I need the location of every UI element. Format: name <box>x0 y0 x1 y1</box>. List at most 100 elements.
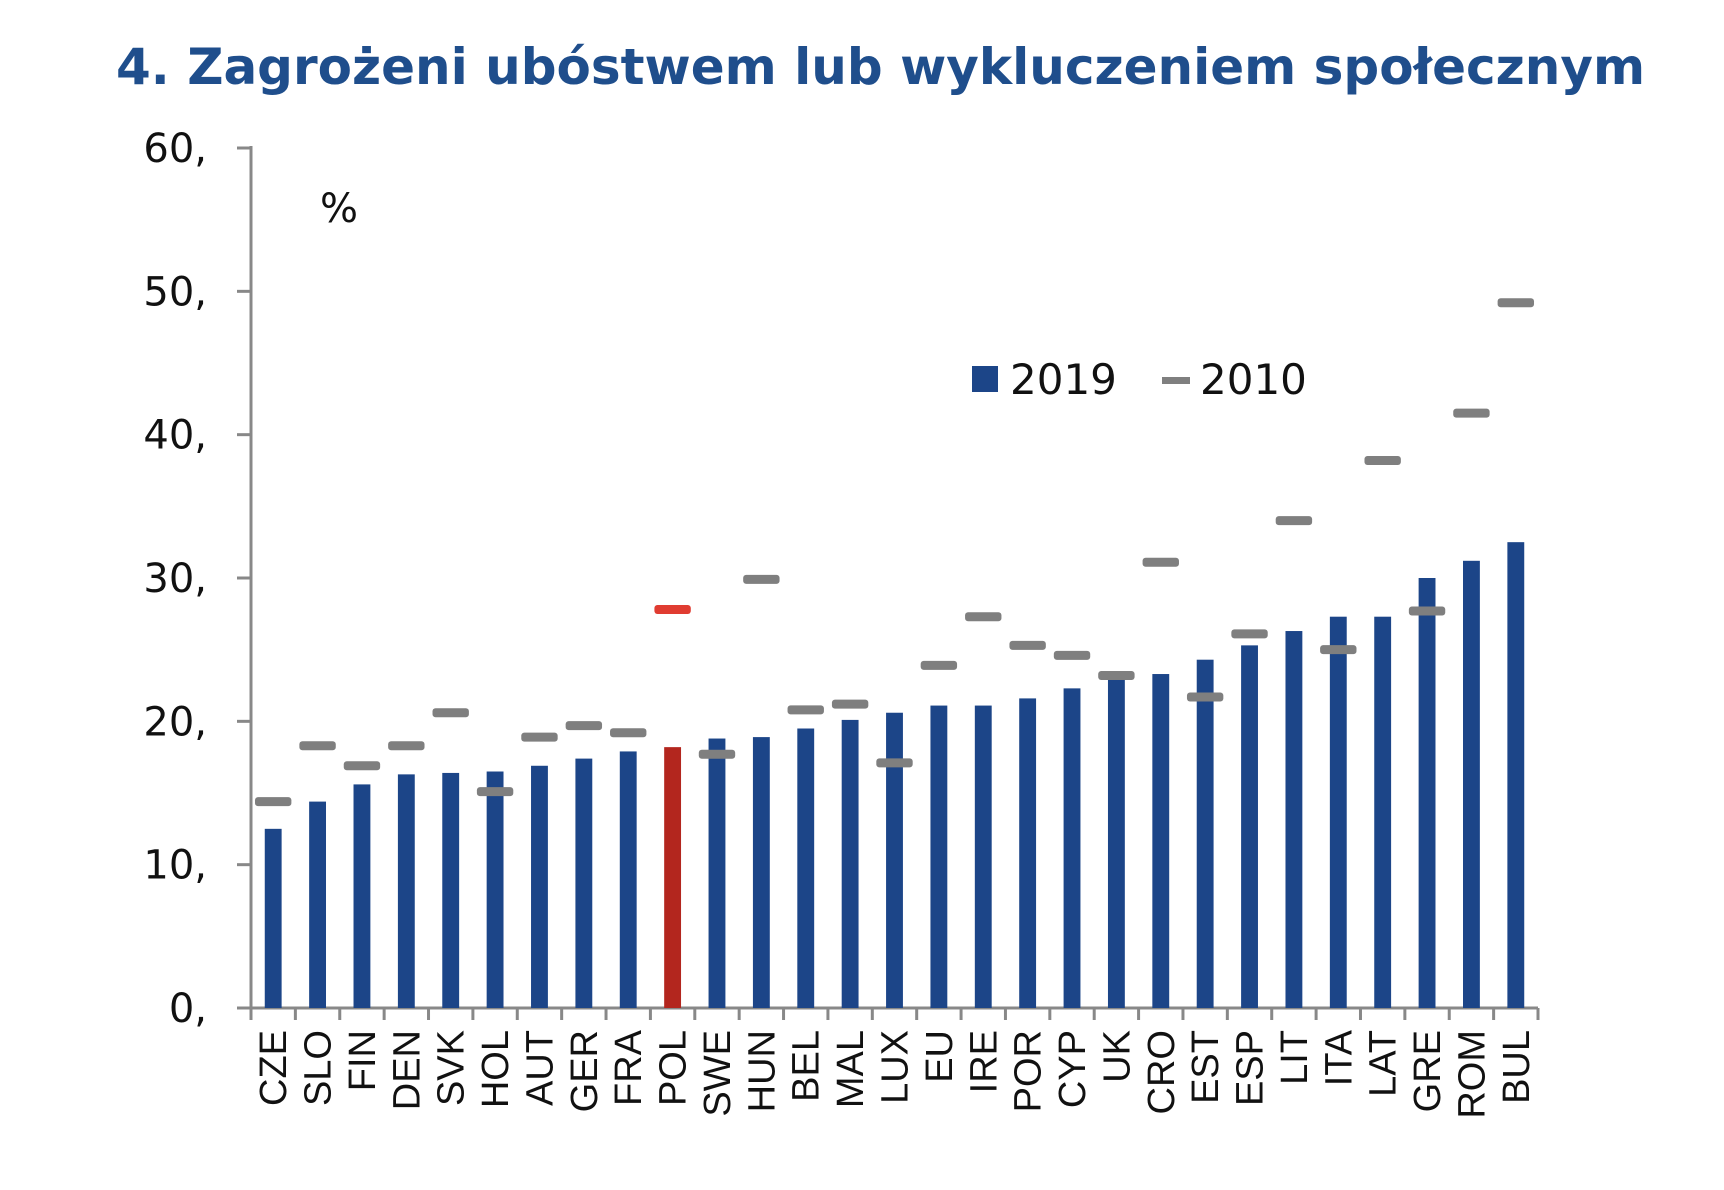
category-label-gre: GRE <box>1407 1030 1449 1112</box>
marker-2010-esp <box>1231 629 1268 639</box>
bar-2019-swe <box>708 738 726 1008</box>
category-label-cro: CRO <box>1141 1030 1183 1114</box>
marker-2010-cro <box>1142 557 1179 567</box>
category-label-por: POR <box>1008 1030 1050 1112</box>
bar-2019-lit <box>1285 631 1303 1008</box>
marker-2010-mal <box>831 699 869 709</box>
marker-2010-uk <box>1098 670 1135 680</box>
category-label-ita: ITA <box>1318 1029 1360 1086</box>
category-label-ger: GER <box>564 1030 606 1112</box>
marker-2010-ita <box>1320 645 1357 655</box>
marker-2010-cze <box>254 797 292 807</box>
bar-2019-ire <box>974 705 992 1008</box>
marker-2010-den <box>388 741 425 751</box>
marker-2010-aut <box>521 732 558 742</box>
chart-title: 4. Zagrożeni ubóstwem lub wykluczeniem s… <box>116 38 1646 96</box>
bar-2019-lux <box>886 712 903 1008</box>
axes: 0, 10, 20, 30, 40, 50, 60, <box>143 126 1540 1032</box>
bar-2019-gre <box>1418 578 1436 1008</box>
unit-label: % <box>320 186 358 232</box>
marker-2010-hol <box>476 787 514 797</box>
category-label-swe: SWE <box>697 1030 739 1117</box>
marker-2010-bul <box>1497 298 1535 308</box>
marker-2010-lat <box>1364 455 1401 465</box>
bar-2019-cze <box>264 828 282 1008</box>
marker-2010-gre <box>1408 606 1446 616</box>
category-label-esp: ESP <box>1230 1030 1272 1106</box>
y-tick-label: 50, <box>143 269 207 315</box>
markers-2010 <box>254 298 1535 807</box>
bar-2019-cro <box>1152 674 1170 1008</box>
marker-2010-est <box>1186 692 1224 702</box>
y-tick-label: 60, <box>143 126 207 172</box>
category-label-bel: BEL <box>786 1030 828 1102</box>
bar-2019-eu <box>930 705 948 1008</box>
legend-label-2010: 2010 <box>1200 355 1307 404</box>
bar-2019-lat <box>1374 616 1392 1008</box>
category-label-rom: ROM <box>1451 1030 1493 1119</box>
category-label-den: DEN <box>386 1030 428 1110</box>
bar-2019-slo <box>309 801 327 1008</box>
y-tick-label: 40, <box>143 413 207 459</box>
bar-2019-hun <box>752 737 770 1008</box>
marker-2010-fin <box>343 761 381 771</box>
marker-2010-bel <box>787 705 824 715</box>
category-label-lat: LAT <box>1363 1030 1405 1097</box>
bar-2019-den <box>397 774 415 1008</box>
category-label-bul: BUL <box>1496 1030 1538 1104</box>
legend-label-2019: 2019 <box>1010 355 1117 404</box>
category-label-svk: SVK <box>431 1030 473 1106</box>
marker-2010-cyp <box>1053 650 1091 660</box>
y-tick-label: 30, <box>143 556 207 602</box>
y-tick-label: 0, <box>169 986 207 1032</box>
category-labels: CZE SLO FIN DEN SVK HOL AUT GER FRA POL SWE HUN BEL M… <box>253 1029 1538 1118</box>
bar-2019-est <box>1196 659 1214 1008</box>
category-label-fin: FIN <box>342 1030 384 1091</box>
bar-2019-mal <box>841 719 859 1008</box>
bar-2019-fra <box>619 751 637 1008</box>
marker-2010-pol <box>654 605 691 615</box>
bar-2019-esp <box>1241 645 1258 1008</box>
bar-2019-por <box>1019 698 1037 1008</box>
category-label-cze: CZE <box>253 1030 295 1106</box>
marker-2010-ire <box>965 612 1002 622</box>
y-tick-label: 10, <box>143 843 207 889</box>
category-label-hun: HUN <box>741 1030 783 1112</box>
bar-2019-aut <box>531 765 548 1008</box>
marker-2010-svk <box>432 708 469 718</box>
marker-2010-fra <box>610 728 647 738</box>
bar-2019-svk <box>442 772 460 1008</box>
y-tick-label: 20, <box>143 699 207 745</box>
bar-2019-cyp <box>1063 688 1081 1008</box>
category-label-cyp: CYP <box>1052 1030 1094 1108</box>
bar-2019-bul <box>1507 542 1525 1008</box>
category-label-pol: POL <box>653 1030 695 1106</box>
category-label-eu: EU <box>919 1030 961 1083</box>
marker-2010-eu <box>920 660 958 670</box>
bar-2019-uk <box>1107 675 1125 1008</box>
marker-2010-swe <box>698 749 736 759</box>
bar-2019-rom <box>1462 560 1480 1008</box>
category-label-fra: FRA <box>608 1029 650 1106</box>
marker-2010-lit <box>1275 516 1313 526</box>
bars-2019 <box>264 542 1525 1008</box>
marker-2010-lux <box>876 758 913 768</box>
category-label-est: EST <box>1185 1030 1227 1104</box>
marker-2010-ger <box>565 721 603 731</box>
bar-2019-ita <box>1329 616 1347 1008</box>
marker-2010-por <box>1009 640 1046 650</box>
bar-2019-pol <box>664 747 682 1008</box>
legend-swatch-2019 <box>972 366 998 392</box>
category-label-ire: IRE <box>963 1030 1005 1093</box>
marker-2010-rom <box>1453 408 1490 418</box>
bar-2019-hol <box>486 771 504 1008</box>
legend-swatch-2010 <box>1162 377 1190 384</box>
category-label-hol: HOL <box>475 1030 517 1108</box>
bar-2019-fin <box>353 784 371 1008</box>
bar-2019-ger <box>575 758 593 1008</box>
bar-2019-bel <box>797 728 815 1008</box>
category-label-aut: AUT <box>519 1030 561 1106</box>
category-label-uk: UK <box>1096 1030 1138 1083</box>
legend: 2019 2010 <box>972 355 1307 404</box>
